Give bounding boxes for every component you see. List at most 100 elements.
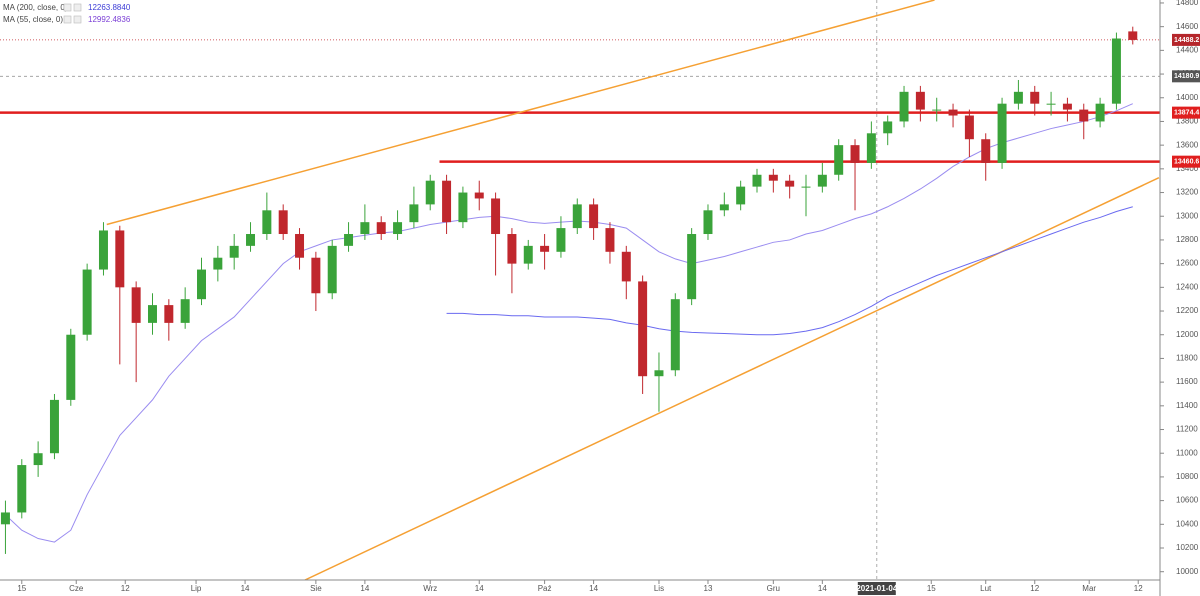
x-tick-label: Cze <box>69 584 84 593</box>
crosshair-badge <box>857 582 896 595</box>
candle-body <box>311 257 321 294</box>
candle-body <box>572 204 582 229</box>
y-tick-label: 14600 <box>1176 22 1199 31</box>
price-badge <box>1172 33 1200 46</box>
candle-body <box>164 305 174 323</box>
x-tick-label: 14 <box>241 584 250 593</box>
candle-body <box>458 192 468 223</box>
ma-line <box>446 206 1133 336</box>
y-tick-label: 10200 <box>1176 543 1199 552</box>
candle-body <box>442 180 452 223</box>
candle-body <box>180 299 190 323</box>
candle-body <box>556 228 566 252</box>
candle-body <box>147 305 157 323</box>
legend-value: 12263.8840 <box>88 3 131 12</box>
y-tick-label: 12400 <box>1176 282 1199 291</box>
price-badge <box>1172 106 1200 119</box>
candle-body <box>295 234 305 258</box>
trendline <box>304 177 1160 580</box>
candle-body <box>1046 103 1056 105</box>
candle-body <box>393 222 403 235</box>
candle-body <box>360 222 370 235</box>
candle-body <box>327 245 337 294</box>
candle-body <box>1013 91 1023 104</box>
candle-body <box>997 103 1007 163</box>
candle-body <box>785 180 795 187</box>
candle-body <box>589 204 599 229</box>
candle-body <box>932 109 942 111</box>
price-badge <box>1172 70 1200 83</box>
price-badge-label: 13874.4 <box>1174 109 1199 116</box>
legend-close-icon[interactable] <box>73 3 82 12</box>
candle-body <box>768 174 778 181</box>
y-tick-label: 13000 <box>1176 211 1199 220</box>
candle-body <box>1111 38 1121 104</box>
x-tick-label: Lip <box>191 584 202 593</box>
candle-body <box>736 186 746 205</box>
x-tick-label: 14 <box>818 584 827 593</box>
x-tick-label: Gru <box>767 584 780 593</box>
candle-body <box>425 180 435 205</box>
price-badge <box>1172 155 1200 168</box>
y-tick-label: 13200 <box>1176 188 1199 197</box>
candle-body <box>278 210 288 235</box>
y-tick-label: 10400 <box>1176 519 1199 528</box>
price-badge-label: 14488.2 <box>1174 37 1199 44</box>
y-tick-label: 12200 <box>1176 306 1199 315</box>
x-tick-label: 14 <box>360 584 369 593</box>
x-tick-label: Sie <box>310 584 322 593</box>
candle-body <box>883 121 893 134</box>
y-tick-label: 11000 <box>1176 448 1198 457</box>
x-tick-label: 15 <box>17 584 26 593</box>
candle-body <box>703 210 713 235</box>
candle-body <box>246 234 256 246</box>
candle-body <box>1095 103 1105 122</box>
y-tick-label: 13400 <box>1176 164 1199 173</box>
y-tick-label: 11400 <box>1176 401 1198 410</box>
candle-body <box>866 133 876 163</box>
legend-label: MA (55, close, 0) <box>3 15 63 24</box>
y-tick-label: 14800 <box>1176 0 1199 7</box>
candle-body <box>752 174 762 187</box>
candle-body <box>229 245 239 258</box>
candle-body <box>1062 103 1072 110</box>
candle-body <box>82 269 92 335</box>
ma-line <box>5 103 1133 543</box>
candle-body <box>1128 31 1138 40</box>
candle-body <box>66 334 76 400</box>
legend: MA (200, close, 0) 12263.8840 MA (55, cl… <box>3 3 131 24</box>
price-badge-label: 14180.9 <box>1174 73 1199 80</box>
x-tick-label: 13 <box>704 584 713 593</box>
x-tick-label: 14 <box>475 584 484 593</box>
candle-body <box>33 453 43 466</box>
candle-body <box>1030 91 1040 104</box>
candle-body <box>981 139 991 163</box>
candle-body <box>197 269 206 300</box>
price-badge-label: 13460.6 <box>1174 159 1199 166</box>
legend-settings-icon[interactable] <box>63 15 72 24</box>
y-tick-label: 11800 <box>1176 354 1198 363</box>
candle-body <box>17 465 27 513</box>
candle-body <box>621 251 631 282</box>
candle-body <box>131 287 141 323</box>
candle-body <box>964 115 974 140</box>
candle-body <box>801 186 811 188</box>
y-tick-label: 12800 <box>1176 235 1199 244</box>
candle-body <box>0 512 10 525</box>
x-tick-label: 12 <box>1134 584 1143 593</box>
candle-body <box>670 299 680 371</box>
candle-body <box>344 234 354 246</box>
crosshair-label: 2021-01-04 <box>856 584 897 593</box>
candle-body <box>540 245 550 252</box>
legend-settings-icon[interactable] <box>63 3 72 12</box>
x-tick-label: 12 <box>1030 584 1039 593</box>
candle-body <box>850 145 860 163</box>
legend-close-icon[interactable] <box>73 15 82 24</box>
x-tick-label: Lut <box>980 584 992 593</box>
y-tick-label: 11200 <box>1176 425 1198 434</box>
x-tick-label: Wrz <box>423 584 437 593</box>
legend-label: MA (200, close, 0) <box>3 3 68 12</box>
plot-area <box>0 0 1160 580</box>
